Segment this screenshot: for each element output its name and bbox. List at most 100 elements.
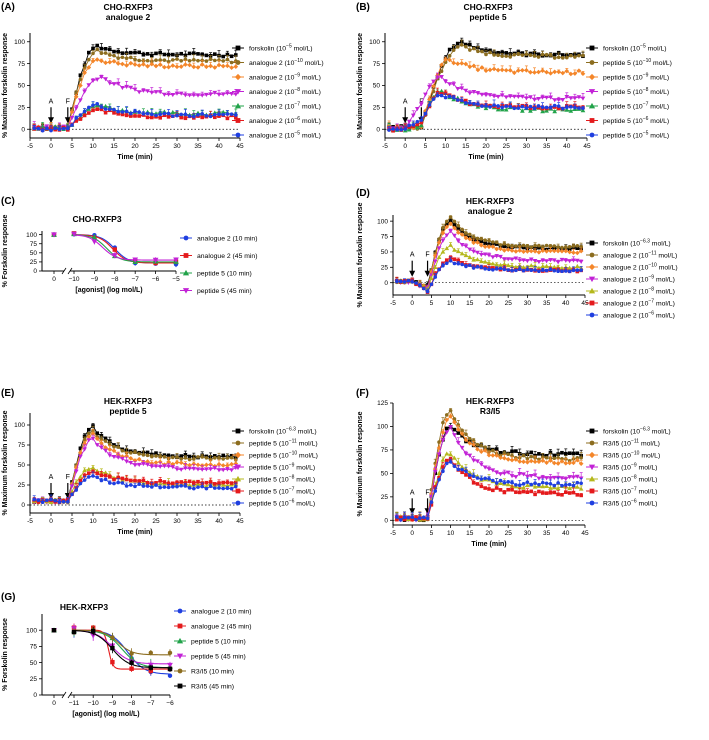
- data-point: [234, 484, 238, 489]
- data-point: [575, 243, 580, 248]
- data-point: [187, 62, 192, 68]
- data-point: [91, 628, 96, 634]
- x-tick-label: 10: [442, 143, 450, 150]
- legend-item: peptide 5 (45 min): [174, 654, 246, 661]
- data-point: [540, 68, 545, 74]
- data-point: [537, 489, 541, 494]
- data-point: [564, 95, 570, 100]
- data-point: [103, 470, 108, 475]
- legend-label: peptide 5 (10 min): [191, 639, 246, 646]
- legend-label: R3/I5 (10−10 mol/L): [603, 451, 660, 460]
- legend-marker: [235, 45, 241, 51]
- data-point: [504, 104, 509, 108]
- data-point: [94, 443, 100, 448]
- data-point: [560, 53, 565, 57]
- x-tick-label: 0: [410, 530, 414, 537]
- data-point: [502, 490, 507, 495]
- data-point: [108, 47, 112, 52]
- data-point: [132, 87, 138, 92]
- legend-item: peptide 5 (10−10 mol/L): [232, 451, 318, 460]
- data-point: [154, 481, 158, 485]
- data-point: [455, 230, 461, 235]
- data-point: [478, 449, 484, 454]
- data-point: [229, 468, 234, 473]
- x-tick-label: 15: [466, 300, 474, 307]
- data-point: [483, 241, 487, 246]
- data-point: [567, 259, 572, 264]
- legend-label: peptide 5 (10 min): [197, 271, 252, 278]
- data-point: [509, 457, 515, 463]
- data-point: [525, 474, 530, 479]
- data-point: [574, 263, 580, 269]
- data-point: [560, 269, 564, 273]
- legend-label: analogue 2 (10−8 mol/L): [249, 87, 321, 96]
- legend-marker: [588, 287, 596, 294]
- data-point: [111, 253, 118, 259]
- data-point: [213, 454, 217, 458]
- data-point: [141, 61, 146, 67]
- data-point: [112, 53, 116, 58]
- data-point: [49, 128, 53, 133]
- legend-label: peptide 5 (10−8 mol/L): [249, 475, 315, 484]
- data-point: [234, 480, 238, 485]
- data-point: [459, 43, 464, 47]
- x-tick-label: −10: [68, 276, 79, 283]
- data-point: [475, 67, 481, 73]
- y-tick-label: 0: [21, 502, 25, 509]
- arrow-head: [424, 270, 431, 277]
- data-point: [212, 463, 218, 469]
- data-point: [440, 438, 446, 443]
- data-point: [78, 446, 83, 451]
- data-point: [456, 467, 461, 472]
- data-point: [484, 104, 488, 108]
- data-point: [455, 441, 461, 446]
- data-point: [221, 453, 225, 458]
- data-point: [439, 88, 444, 93]
- data-point: [559, 476, 565, 481]
- data-point: [137, 58, 141, 63]
- data-point: [103, 448, 108, 453]
- data-point: [69, 109, 75, 115]
- x-tick-label: 15: [466, 530, 474, 537]
- data-point: [145, 111, 150, 116]
- data-point: [433, 275, 438, 279]
- data-point: [418, 283, 422, 288]
- data-point: [187, 486, 192, 490]
- data-point: [158, 50, 162, 55]
- data-point: [192, 486, 196, 491]
- data-point: [516, 106, 521, 110]
- data-point: [540, 258, 546, 263]
- x-tick-label: 25: [505, 530, 513, 537]
- data-point: [475, 459, 480, 464]
- data-point: [559, 265, 565, 271]
- data-point: [567, 475, 572, 480]
- data-point: [475, 240, 480, 245]
- data-point: [565, 55, 569, 60]
- legend-item: R3/I5 (10−10 mol/L): [586, 451, 660, 460]
- y-tick-label: 100: [26, 627, 37, 634]
- data-point: [73, 469, 79, 474]
- data-point: [233, 64, 239, 69]
- data-point: [124, 459, 129, 464]
- data-point: [521, 243, 526, 248]
- data-point: [128, 60, 134, 66]
- data-point: [99, 433, 104, 438]
- x-tick-label: 40: [562, 300, 570, 307]
- addition-label: F: [66, 474, 70, 481]
- panel-label: (A): [1, 2, 15, 13]
- data-point: [187, 479, 192, 484]
- data-point: [468, 263, 472, 268]
- data-point: [536, 249, 542, 255]
- legend-label: analogue 2 (10−7 mol/L): [603, 299, 675, 308]
- data-point: [195, 481, 201, 486]
- data-point: [483, 238, 487, 243]
- data-point: [532, 248, 538, 254]
- data-point: [158, 58, 162, 62]
- data-point: [509, 257, 515, 262]
- data-point: [128, 456, 134, 461]
- data-point: [452, 261, 457, 266]
- data-point: [533, 268, 537, 272]
- legend-label: peptide 5 (10−9 mol/L): [249, 463, 315, 472]
- legend-label: R3/I5 (45 min): [191, 684, 234, 691]
- data-point: [216, 461, 222, 467]
